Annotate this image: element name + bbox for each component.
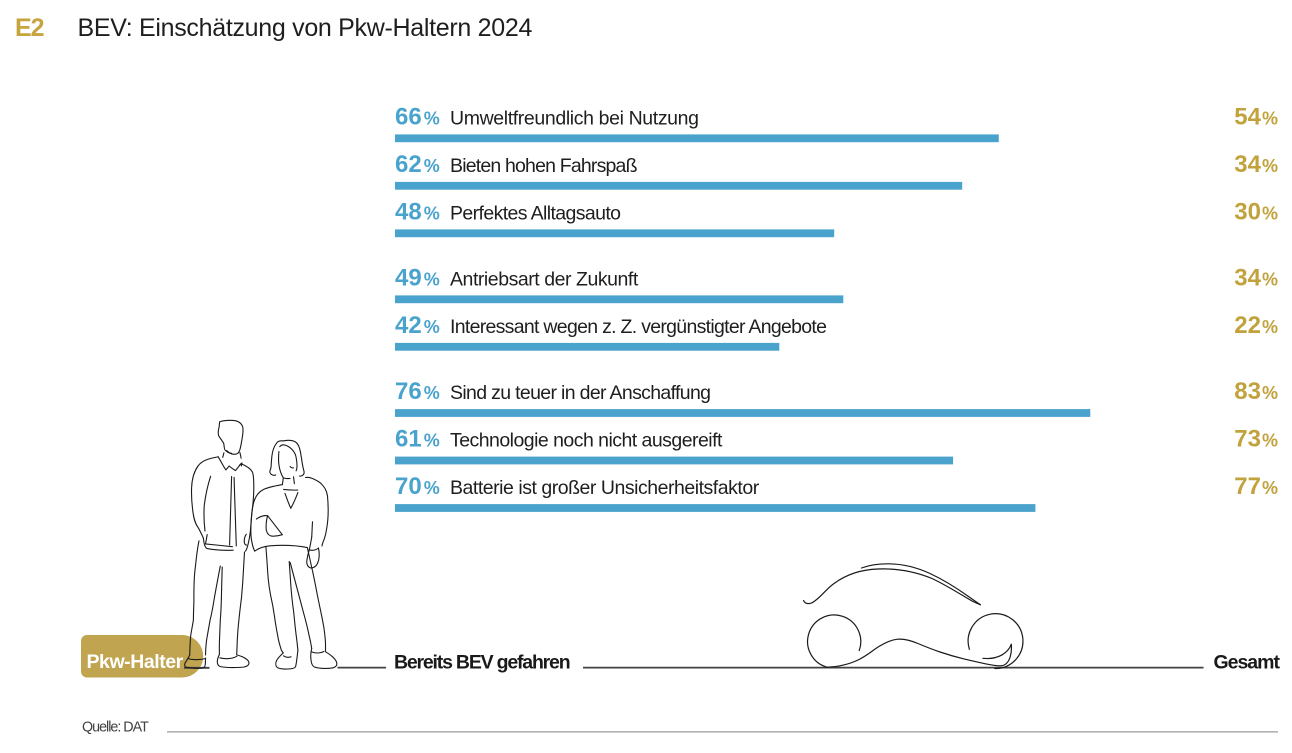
- svg-text:22%: 22%: [1234, 312, 1278, 339]
- svg-text:Technologie noch nicht ausgere: Technologie noch nicht ausgereift: [450, 430, 723, 452]
- svg-text:83%: 83%: [1234, 378, 1278, 405]
- svg-text:Quelle: DAT: Quelle: DAT: [82, 720, 149, 736]
- svg-text:62%: 62%: [395, 151, 440, 178]
- svg-text:48%: 48%: [395, 199, 440, 226]
- svg-text:Pkw-Halter: Pkw-Halter: [87, 651, 184, 673]
- svg-text:Sind zu teuer in der Anschaffu: Sind zu teuer in der Anschaffung: [450, 382, 711, 404]
- svg-text:BEV: Einschätzung von Pkw-Halt: BEV: Einschätzung von Pkw-Haltern 2024: [78, 14, 533, 42]
- svg-text:70%: 70%: [395, 473, 440, 500]
- svg-text:Antriebsart der Zukunft: Antriebsart der Zukunft: [450, 269, 639, 291]
- svg-text:Interessant wegen z. Z. vergün: Interessant wegen z. Z. vergünstigter An…: [450, 316, 827, 338]
- svg-text:Bieten hohen Fahrspaß: Bieten hohen Fahrspaß: [450, 155, 638, 177]
- svg-text:Gesamt: Gesamt: [1213, 652, 1280, 674]
- svg-text:61%: 61%: [395, 426, 440, 453]
- svg-text:Umweltfreundlich bei Nutzung: Umweltfreundlich bei Nutzung: [450, 108, 699, 130]
- svg-text:Bereits BEV gefahren: Bereits BEV gefahren: [394, 652, 570, 674]
- svg-text:42%: 42%: [395, 312, 440, 339]
- svg-text:49%: 49%: [395, 265, 440, 292]
- svg-text:54%: 54%: [1234, 104, 1278, 131]
- svg-text:Batterie ist großer Unsicherhe: Batterie ist großer Unsicherheitsfaktor: [450, 477, 760, 499]
- svg-text:30%: 30%: [1234, 199, 1278, 226]
- svg-text:66%: 66%: [395, 104, 440, 131]
- svg-text:73%: 73%: [1234, 426, 1278, 453]
- svg-text:34%: 34%: [1234, 265, 1278, 292]
- svg-text:E2: E2: [15, 14, 44, 42]
- svg-text:76%: 76%: [395, 378, 440, 405]
- svg-text:34%: 34%: [1234, 151, 1278, 178]
- svg-text:Perfektes Alltagsauto: Perfektes Alltagsauto: [450, 203, 621, 225]
- svg-text:77%: 77%: [1234, 473, 1278, 500]
